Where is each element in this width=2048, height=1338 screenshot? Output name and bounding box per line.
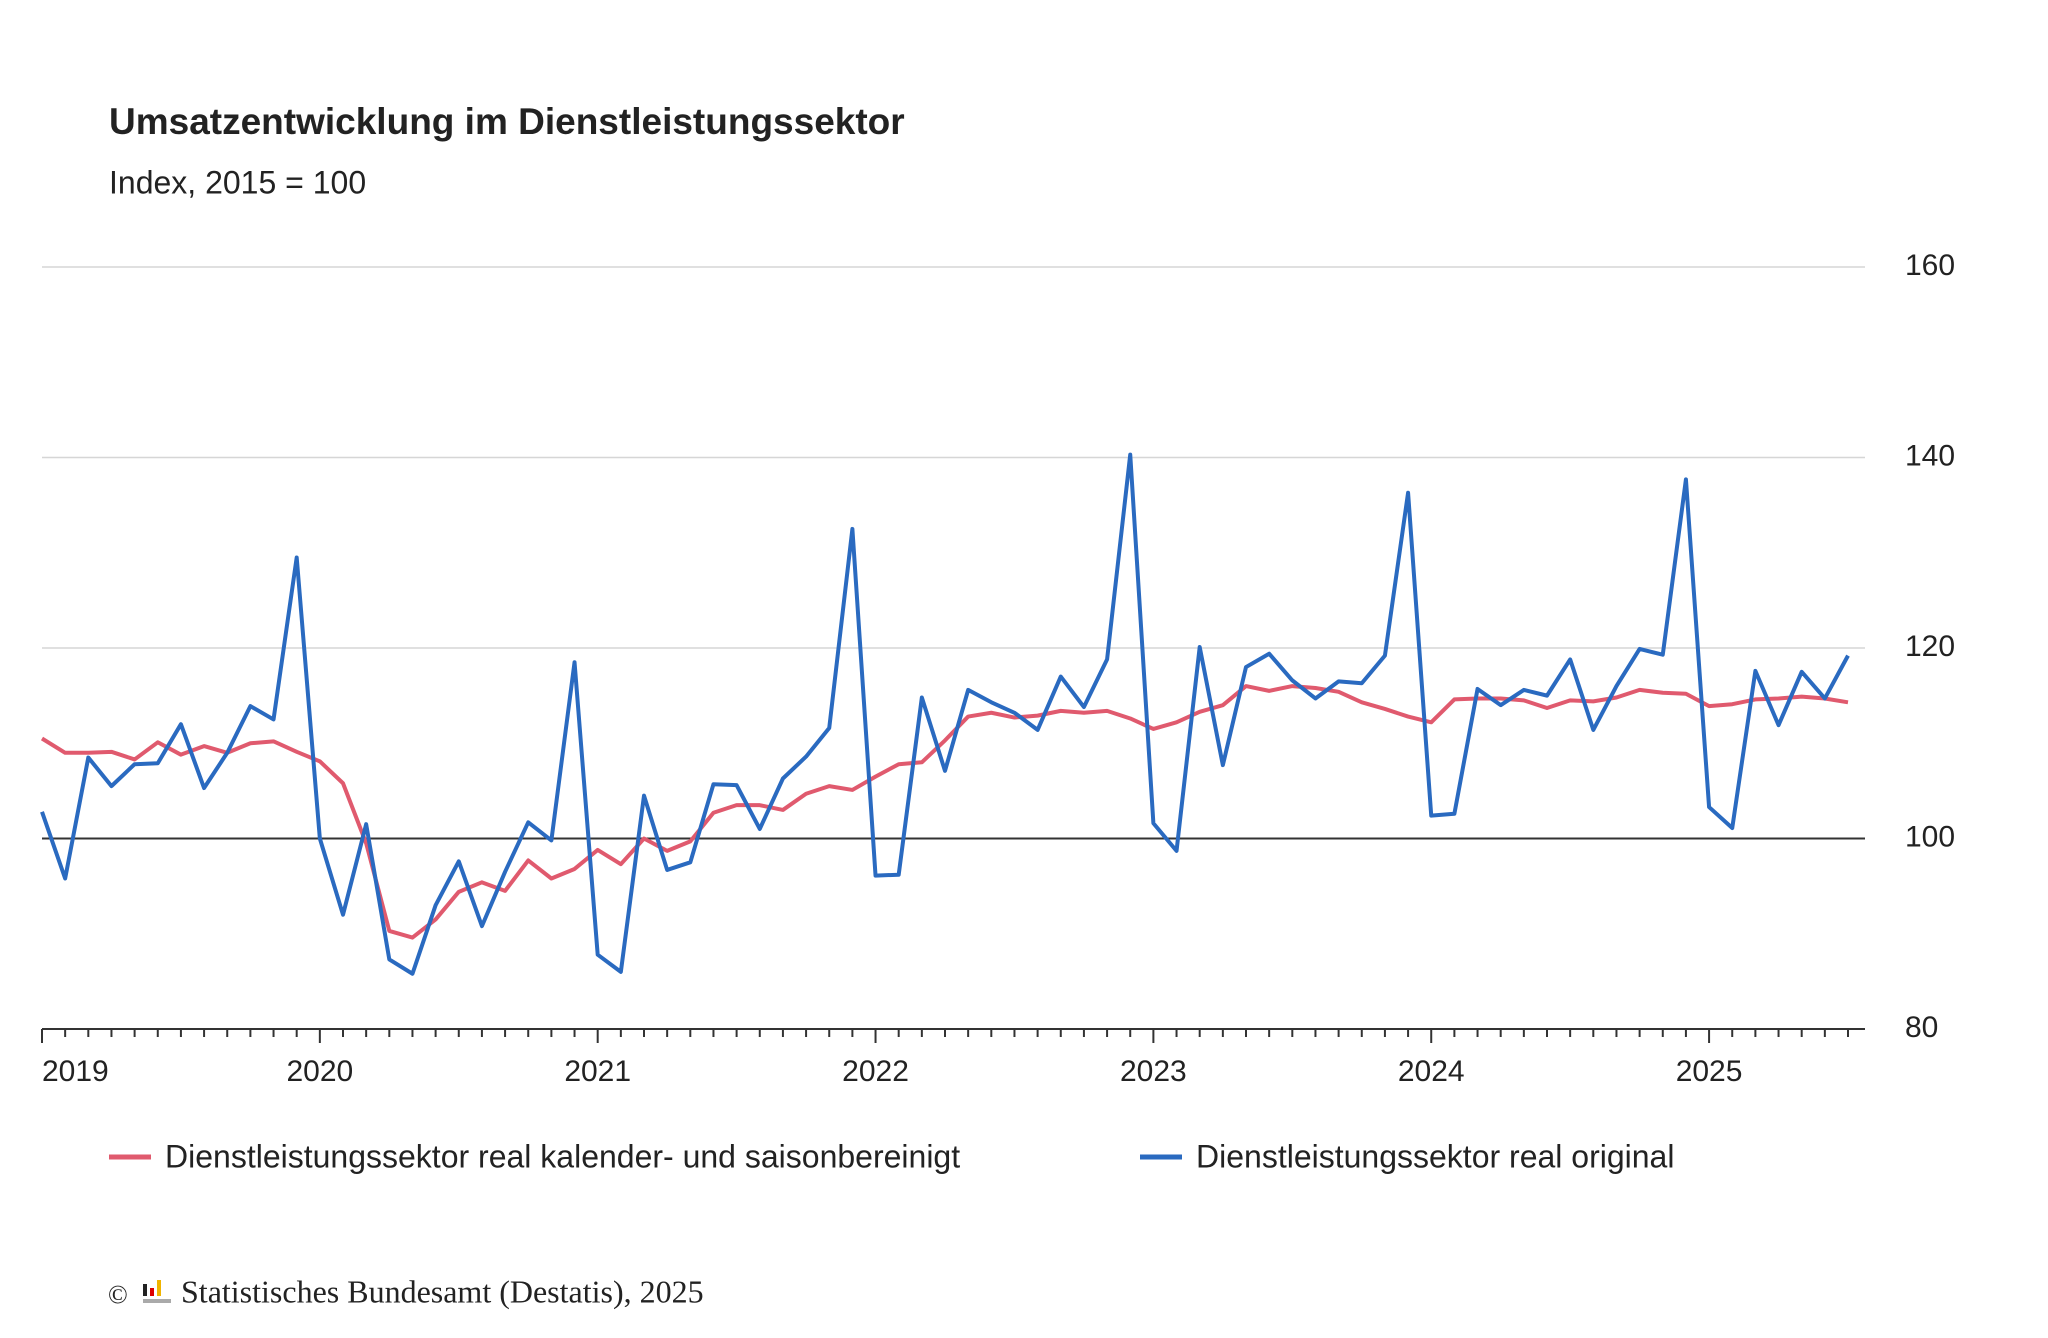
legend-label: Dienstleistungssektor real kalender- und… <box>165 1138 960 1174</box>
logo <box>143 1280 171 1303</box>
y-tick-label: 140 <box>1905 439 1955 472</box>
copyright: © <box>108 1280 128 1309</box>
y-tick-label: 120 <box>1905 630 1955 663</box>
legend-label: Dienstleistungssektor real original <box>1196 1138 1674 1174</box>
x-tick-label: 2023 <box>1120 1055 1187 1088</box>
x-tick-label: 2021 <box>564 1055 631 1088</box>
x-tick-label: 2022 <box>842 1055 909 1088</box>
y-tick-label: 80 <box>1905 1011 1938 1044</box>
x-tick-label: 2024 <box>1398 1055 1465 1088</box>
x-tick-label: 2020 <box>286 1055 353 1088</box>
y-tick-label: 100 <box>1905 820 1955 853</box>
data-line <box>40 684 1849 940</box>
chart-subtitle: Index, 2015 = 100 <box>109 164 366 200</box>
x-tick-label: 2025 <box>1676 1055 1743 1088</box>
x-tick-label: 2019 <box>42 1055 109 1088</box>
footer: Statistisches Bundesamt (Destatis), 2025 <box>181 1273 704 1309</box>
legend: Dienstleistungssektor real kalender- und… <box>109 1138 1674 1174</box>
chart-title: Umsatzentwicklung im Dienstleistungssekt… <box>109 101 905 142</box>
y-tick-label: 160 <box>1905 249 1955 282</box>
data-line <box>40 452 1850 976</box>
